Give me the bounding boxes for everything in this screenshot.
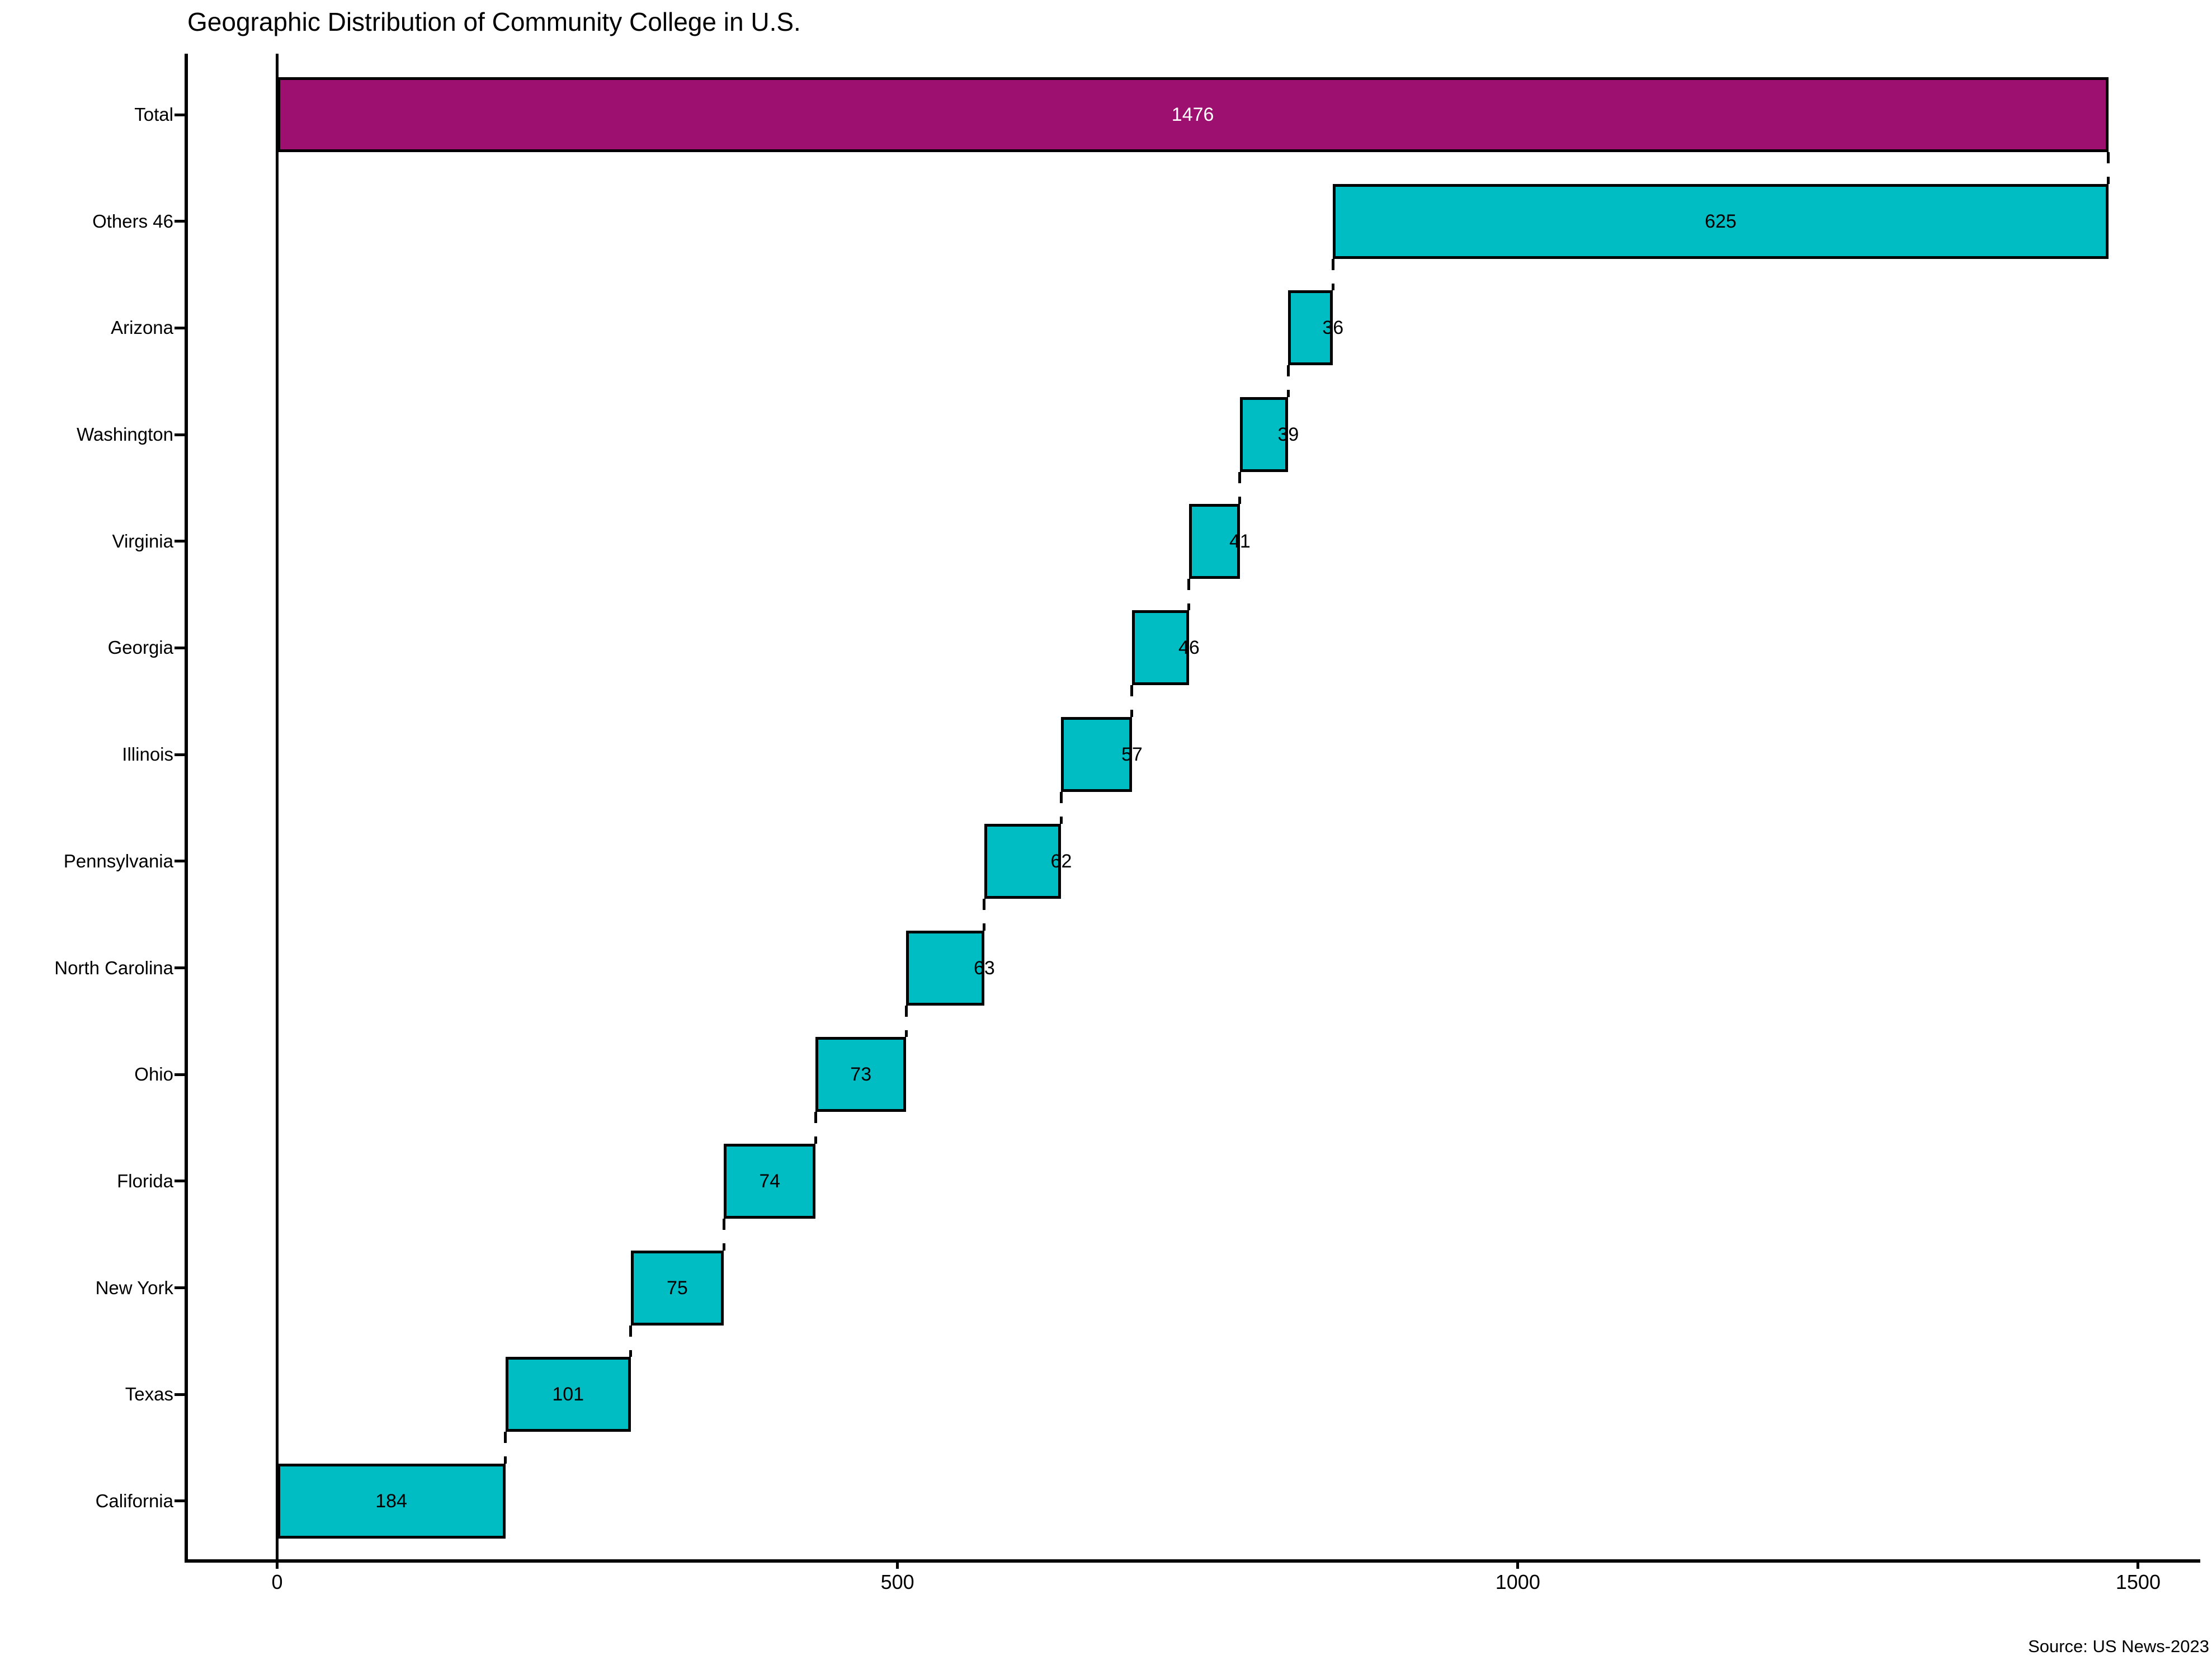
bar-pennsylvania <box>984 823 1062 899</box>
waterfall-connector <box>1331 258 1334 291</box>
value-label-california: 184 <box>375 1490 407 1512</box>
bar-others-46 <box>1333 183 2109 259</box>
y-tick-label-washington: Washington <box>76 424 173 445</box>
value-label-new-york: 75 <box>666 1277 688 1299</box>
value-label-north-carolina: 63 <box>974 957 995 979</box>
y-tick <box>174 1180 186 1183</box>
y-tick-label-arizona: Arizona <box>111 317 173 338</box>
waterfall-connector <box>983 898 986 931</box>
bar-arizona <box>1288 290 1333 366</box>
y-tick-label-north-carolina: North Carolina <box>54 957 173 978</box>
value-label-texas: 101 <box>552 1384 584 1405</box>
value-label-arizona: 36 <box>1322 317 1344 339</box>
y-tick-label-virginia: Virginia <box>112 530 173 551</box>
waterfall-connector <box>1238 472 1242 504</box>
y-tick <box>174 326 186 329</box>
bar-illinois <box>1061 717 1132 793</box>
waterfall-connector <box>1059 792 1063 824</box>
x-tick-label-500: 500 <box>880 1570 914 1593</box>
waterfall-connector <box>629 1325 633 1357</box>
zero-baseline-line <box>276 54 279 1561</box>
y-tick-label-total: Total <box>134 104 173 125</box>
bar-total <box>277 77 2109 152</box>
y-axis-spine <box>185 54 188 1563</box>
waterfall-connector <box>1187 578 1191 611</box>
y-tick-label-georgia: Georgia <box>107 637 173 658</box>
value-label-others-46: 625 <box>1705 210 1737 232</box>
value-label-ohio: 73 <box>850 1064 872 1086</box>
bar-california <box>277 1463 506 1539</box>
waterfall-connector <box>722 1218 725 1251</box>
value-label-washington: 39 <box>1277 424 1299 446</box>
bar-new-york <box>630 1250 724 1326</box>
x-tick-label-1000: 1000 <box>1495 1570 1540 1593</box>
bar-ohio <box>815 1037 907 1112</box>
y-tick-label-ohio: Ohio <box>134 1064 173 1085</box>
x-tick-label-1500: 1500 <box>2115 1570 2161 1593</box>
y-tick <box>174 646 186 649</box>
waterfall-connector <box>1130 685 1134 718</box>
x-tick <box>2136 1561 2140 1569</box>
x-axis-spine <box>185 1559 2200 1563</box>
value-label-virginia: 41 <box>1229 530 1251 552</box>
source-note: Source: US News-2023 <box>2028 1636 2209 1656</box>
y-tick <box>174 753 186 756</box>
value-label-florida: 74 <box>759 1170 781 1192</box>
bar-florida <box>724 1143 816 1219</box>
y-tick <box>174 540 186 543</box>
chart-title: Geographic Distribution of Community Col… <box>187 7 801 36</box>
y-tick <box>174 1499 186 1503</box>
y-tick-label-others-46: Others 46 <box>92 210 173 232</box>
y-tick-label-illinois: Illinois <box>122 744 173 765</box>
y-tick <box>174 1073 186 1076</box>
x-tick-label-0: 0 <box>271 1570 283 1593</box>
y-tick <box>174 113 186 116</box>
waterfall-connector <box>504 1432 507 1464</box>
y-tick <box>174 860 186 863</box>
bar-virginia <box>1188 503 1240 579</box>
y-tick-label-florida: Florida <box>117 1170 173 1191</box>
y-tick-label-texas: Texas <box>125 1384 173 1405</box>
y-tick <box>174 1286 186 1290</box>
value-label-pennsylvania: 62 <box>1050 850 1072 872</box>
y-tick <box>174 1393 186 1396</box>
value-label-total: 1476 <box>1171 104 1214 125</box>
value-label-georgia: 46 <box>1178 637 1200 659</box>
x-tick <box>276 1561 279 1569</box>
y-tick <box>174 220 186 223</box>
value-label-illinois: 57 <box>1121 744 1143 766</box>
x-tick <box>1516 1561 1520 1569</box>
waterfall-connector <box>2107 152 2110 184</box>
y-tick-label-pennsylvania: Pennsylvania <box>63 850 173 871</box>
waterfall-connector <box>1286 365 1290 398</box>
y-tick <box>174 966 186 970</box>
y-tick <box>174 433 186 436</box>
bar-north-carolina <box>906 930 984 1006</box>
y-tick-label-california: California <box>95 1490 173 1511</box>
x-tick <box>896 1561 899 1569</box>
y-tick-label-new-york: New York <box>95 1277 173 1298</box>
waterfall-connector <box>814 1112 817 1144</box>
bar-texas <box>505 1357 631 1432</box>
bar-washington <box>1239 397 1289 473</box>
waterfall-connector <box>904 1005 908 1037</box>
bar-georgia <box>1131 610 1189 686</box>
